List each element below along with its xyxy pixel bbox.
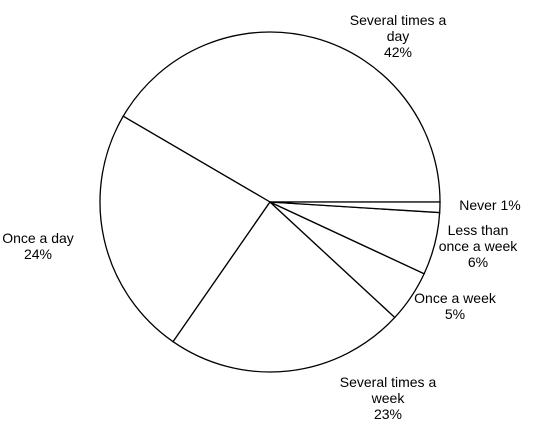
category-label: Several times a day xyxy=(349,12,447,44)
pie-slice xyxy=(172,201,396,373)
category-label: Never xyxy=(459,197,497,213)
value-label: 23% xyxy=(373,406,403,422)
value-label: 5% xyxy=(444,306,466,322)
slice-label: Once a day 24% xyxy=(0,230,88,262)
value-label: 42% xyxy=(383,44,413,60)
category-label: Several times a week xyxy=(339,374,437,406)
slice-label: Less than once a week 6% xyxy=(433,222,523,270)
value-label: 6% xyxy=(467,254,489,270)
category-label: Less than once a week xyxy=(438,222,518,254)
pie-slice xyxy=(122,31,441,203)
category-label: Once a week xyxy=(414,290,496,306)
slice-label: Never 1% xyxy=(440,197,540,213)
pie-slice xyxy=(99,115,271,343)
value-label: 24% xyxy=(23,246,53,262)
value-label: 1% xyxy=(500,197,521,213)
pie-slice xyxy=(269,201,441,214)
slice-label: Several times a day 42% xyxy=(343,12,453,60)
category-label: Once a day xyxy=(2,230,74,246)
slice-label: Several times a week 23% xyxy=(333,374,443,422)
slice-label: Once a week 5% xyxy=(405,290,505,322)
